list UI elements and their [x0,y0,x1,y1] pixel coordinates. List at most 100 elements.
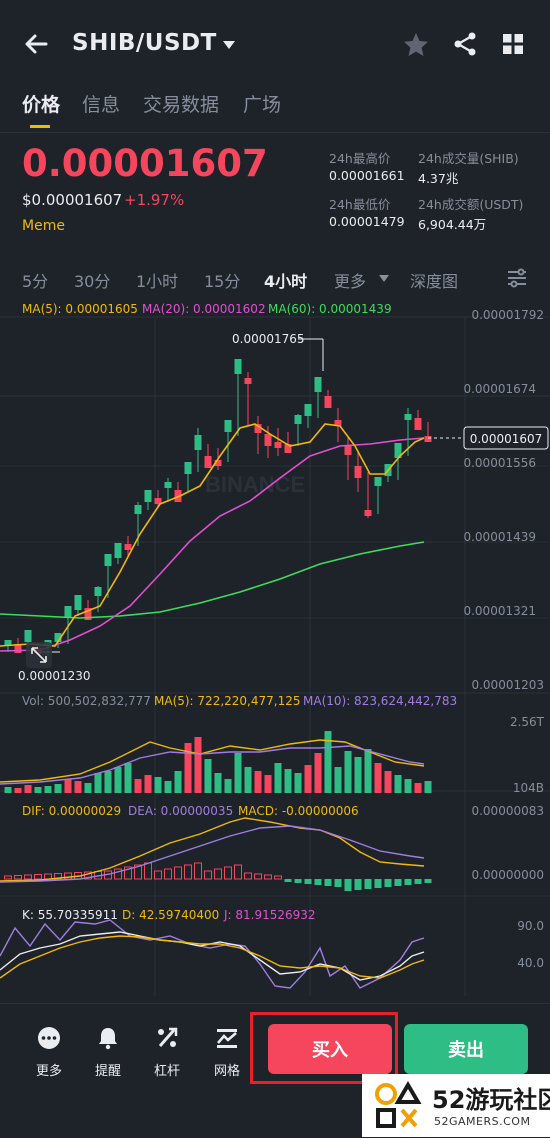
grid-icon[interactable] [502,33,524,55]
kdj-axis-top: 90.0 [517,919,544,933]
pair-title[interactable]: SHIB/USDT [72,30,217,56]
grid-trading-tool[interactable]: 网格 [204,1026,250,1079]
main-tabs: 价格 信息 交易数据 广场 [0,88,550,133]
interval-more[interactable]: 更多 [334,272,367,291]
volume-bar [94,773,102,793]
volume-bar [34,787,42,793]
price-change: +1.97% [124,191,185,209]
macd-bar [34,874,42,880]
kline-chart[interactable]: BINANCE MA(5): 0.00001605 MA(20): 0.0000… [0,296,550,1003]
macd-bar [244,872,252,880]
margin-tool[interactable]: 杠杆 [144,1026,190,1079]
macd-axis-mid: 0.00000000 [471,868,544,882]
more-tool-label: 更多 [35,1064,62,1079]
interval-15m[interactable]: 15分 [204,272,241,291]
candle-body [4,640,12,646]
macd-bar [284,879,292,882]
candle-body [14,644,22,653]
ma5-legend: MA(5): 0.00001605 [22,302,138,316]
depth-chart-tab[interactable]: 深度图 [410,272,459,291]
macd-bar [424,879,432,883]
dropdown-caret-icon[interactable] [222,40,236,50]
high-marker-label: 0.00001765 [232,332,305,346]
candle-body [264,434,272,446]
volume-bar [54,784,62,793]
macd-bar [344,879,352,891]
macd-bar [304,879,312,884]
volume-axis-top: 2.56T [510,715,545,729]
tab-info[interactable]: 信息 [82,94,121,116]
volume-bar [274,763,282,793]
expand-icon[interactable] [26,642,52,668]
candle-body [224,420,232,432]
d-line [0,935,425,979]
volume-bar [344,751,352,793]
volume-bar [294,773,302,793]
candle-body [244,378,252,384]
more-tool[interactable]: 更多 [26,1026,72,1079]
volume-bar [224,779,232,793]
volume-bar [364,749,372,793]
grid-trading-icon [217,1029,237,1048]
back-arrow-icon[interactable] [22,30,50,58]
candle-body [234,359,242,374]
buy-button[interactable]: 买入 [268,1024,392,1074]
grid-trading-label: 网格 [213,1064,240,1079]
candlestick-series [4,359,432,656]
interval-5m[interactable]: 5分 [22,272,49,291]
tab-price[interactable]: 价格 [22,94,61,116]
price-axis-1: 0.00001792 [471,308,544,322]
buy-highlight-annotation [250,1012,398,1084]
low-label: 24h最低价 [329,197,391,212]
more-dots-icon [38,1027,60,1049]
candle-body [394,443,402,458]
site-title: 52游玩社区 [432,1086,550,1114]
interval-30m[interactable]: 30分 [74,272,111,291]
volume-bar [124,763,132,793]
interval-4h[interactable]: 4小时 [264,272,308,291]
low-marker-label: 0.00001230 [18,669,91,683]
macd-bar [264,874,272,880]
tab-trading-data[interactable]: 交易数据 [143,94,220,116]
macd-bar [114,868,122,880]
tab-square[interactable]: 广场 [243,94,282,116]
macd-bar [384,879,392,887]
macd-axis-top: 0.00000083 [471,804,544,818]
site-logo-icon [375,1081,422,1128]
macd-bar [294,879,302,883]
sell-button[interactable]: 卖出 [404,1024,528,1074]
volume-bar [84,783,92,793]
candle-body [94,587,102,596]
macd-bar [314,879,322,885]
volume-bar [114,767,122,793]
candle-body [74,595,82,610]
bell-icon [99,1028,117,1050]
macd-bar [394,879,402,886]
macd-histogram [4,862,432,891]
star-icon[interactable] [402,31,430,59]
category-tag[interactable]: Meme [22,218,65,234]
candle-body [314,377,322,392]
candle-body [284,444,292,453]
interval-1h[interactable]: 1小时 [136,272,179,291]
current-price-label: 0.00001607 [470,432,543,446]
volume-bar [64,779,72,793]
volume-bar [414,783,422,793]
share-icon[interactable] [452,31,478,57]
ma60-legend: MA(60): 0.00001439 [268,302,392,316]
volume-bar [374,763,382,793]
volume-bar [104,771,112,793]
macd-bar [54,873,62,880]
price-axis-6: 0.00001203 [471,678,544,692]
binance-watermark: BINANCE [205,472,305,497]
candle-body [154,498,162,504]
chart-settings-icon[interactable] [506,268,528,288]
candle-body [204,456,212,468]
candle-body [114,543,122,558]
macd-bar [354,879,362,890]
macd-legend: MACD: -0.00000006 [238,804,359,818]
k-line [0,931,425,981]
dea-line [0,825,425,883]
alert-tool[interactable]: 提醒 [85,1026,131,1079]
candle-body [254,424,262,433]
